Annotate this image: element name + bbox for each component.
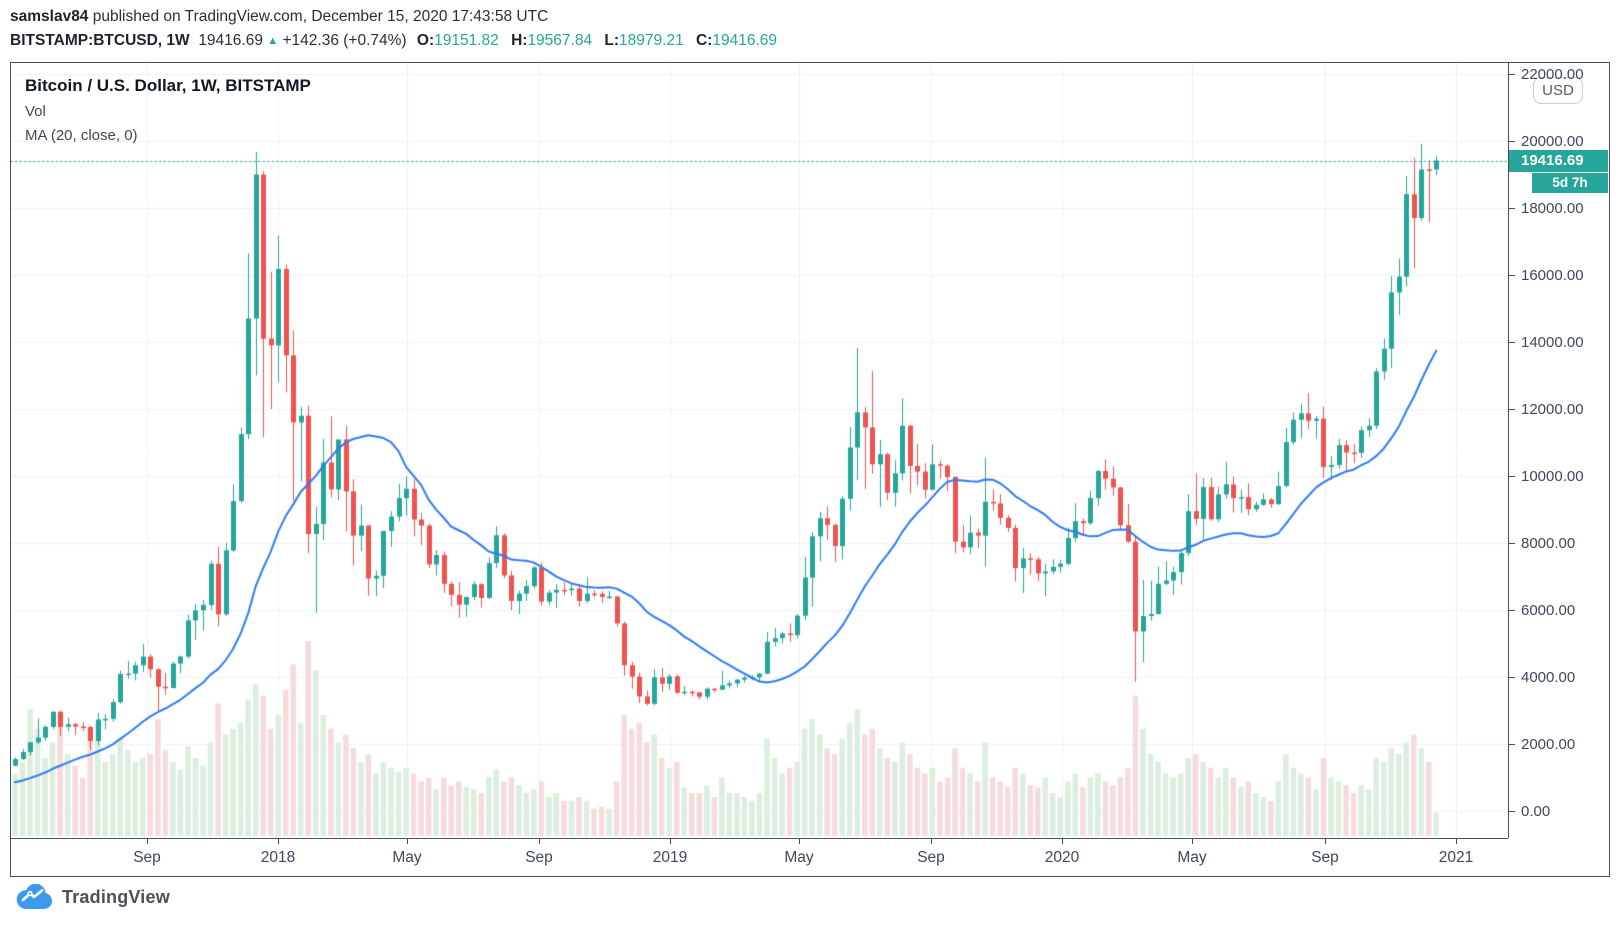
high-label: H: xyxy=(511,32,528,49)
price-axis-label: 8000.00 xyxy=(1521,535,1576,552)
price-axis-label: 2000.00 xyxy=(1521,736,1576,753)
symbol-status-line: BITSTAMP:BTCUSD, 1W 19416.69 ▲ +142.36 (… xyxy=(10,32,779,50)
time-axis-label: Sep xyxy=(133,849,161,866)
price-scale[interactable]: USD 19416.69 5d 7h 22000.00 20000.00 18000… xyxy=(1508,63,1608,838)
price-axis-label: 12000.00 xyxy=(1521,401,1584,418)
time-axis-label: May xyxy=(392,849,422,866)
time-axis-tick xyxy=(1325,839,1326,844)
time-axis-label: May xyxy=(1177,849,1207,866)
up-arrow-icon: ▲ xyxy=(267,35,279,47)
currency-toggle-button[interactable]: USD xyxy=(1533,77,1583,104)
price-axis-tick xyxy=(1509,208,1515,209)
time-axis-tick xyxy=(799,839,800,844)
time-axis-label: 2020 xyxy=(1044,849,1080,866)
time-axis-tick xyxy=(1456,839,1457,844)
price-axis-label: 6000.00 xyxy=(1521,602,1576,619)
time-scale[interactable]: Sep 2018 May Sep 2019 May Sep 2020 May Sep 2021 xyxy=(11,838,1508,876)
price-axis-tick xyxy=(1509,141,1515,142)
price-axis-tick xyxy=(1509,409,1515,410)
price-axis-tick xyxy=(1509,811,1515,812)
time-axis-tick xyxy=(539,839,540,844)
time-axis-tick xyxy=(407,839,408,844)
price-axis-tick xyxy=(1509,275,1515,276)
time-axis-tick xyxy=(1192,839,1193,844)
price-axis-tick xyxy=(1509,74,1515,75)
ohlc-values: O:19151.82 H:19567.84 L:18979.21 C:19416… xyxy=(411,32,779,49)
price-axis-label: 14000.00 xyxy=(1521,334,1584,351)
time-axis-tick xyxy=(1062,839,1063,844)
low-value: 18979.21 xyxy=(619,32,684,49)
time-axis-label: May xyxy=(784,849,814,866)
published-text: published on TradingView.com, December 1… xyxy=(88,8,549,25)
price-axis-label: 4000.00 xyxy=(1521,669,1576,686)
time-axis-tick xyxy=(670,839,671,844)
price-axis-tick xyxy=(1509,543,1515,544)
time-axis-label: Sep xyxy=(1311,849,1339,866)
price-axis-label: 20000.00 xyxy=(1521,133,1584,150)
price-axis-tick xyxy=(1509,677,1515,678)
time-axis-label: 2021 xyxy=(1438,849,1474,866)
tradingview-logo-text: TradingView xyxy=(62,886,170,907)
symbol-title: BITSTAMP:BTCUSD, 1W xyxy=(10,32,190,49)
price-chart-canvas[interactable] xyxy=(11,63,1508,838)
low-label: L: xyxy=(604,32,620,49)
chart-frame: Bitcoin / U.S. Dollar, 1W, BITSTAMP Vol … xyxy=(10,62,1610,877)
open-value: 19151.82 xyxy=(434,32,499,49)
price-axis-label: 0.00 xyxy=(1521,803,1551,820)
time-axis-label: 2019 xyxy=(652,849,688,866)
high-value: 19567.84 xyxy=(527,32,593,49)
price-axis-label: 16000.00 xyxy=(1521,267,1584,284)
time-axis-label: Sep xyxy=(525,849,553,866)
publish-info-line: samslav84 published on TradingView.com, … xyxy=(10,8,548,26)
change-text: +142.36 (+0.74%) xyxy=(282,32,407,49)
price-axis-tick xyxy=(1509,342,1515,343)
price-axis-label: 22000.00 xyxy=(1521,66,1584,83)
open-label: O: xyxy=(416,32,435,49)
close-value: 19416.69 xyxy=(712,32,778,49)
price-axis-label: 18000.00 xyxy=(1521,200,1584,217)
bar-countdown-badge: 5d 7h xyxy=(1532,173,1608,193)
tradingview-cloud-icon xyxy=(16,884,52,909)
last-price-badge: 19416.69 xyxy=(1509,150,1608,172)
close-label: C: xyxy=(696,32,713,49)
last-price: 19416.69 xyxy=(198,32,263,49)
price-axis-tick xyxy=(1509,744,1515,745)
time-axis-label: Sep xyxy=(917,849,945,866)
price-axis-tick xyxy=(1509,610,1515,611)
author-name: samslav84 xyxy=(10,8,89,25)
time-axis-label: 2018 xyxy=(260,849,296,866)
time-axis-tick xyxy=(931,839,932,844)
time-axis-tick xyxy=(147,839,148,844)
time-axis-tick xyxy=(278,839,279,844)
price-axis-label: 10000.00 xyxy=(1521,468,1584,485)
tradingview-logo[interactable]: TradingView xyxy=(16,884,170,910)
price-axis-tick xyxy=(1509,476,1515,477)
